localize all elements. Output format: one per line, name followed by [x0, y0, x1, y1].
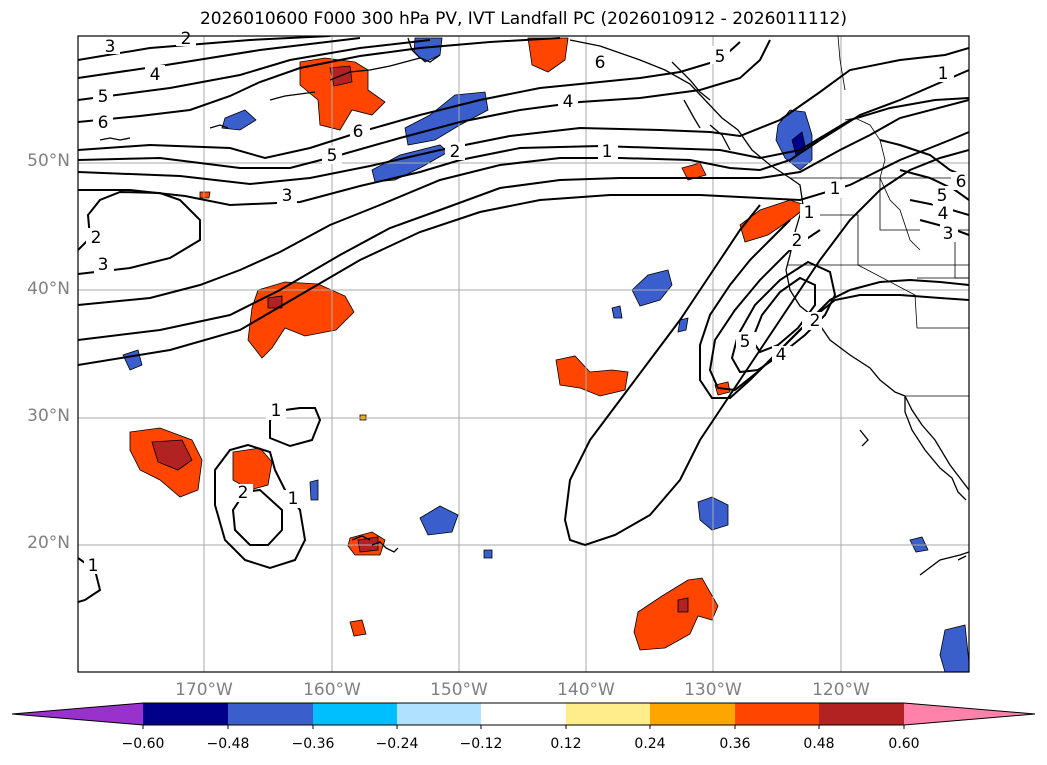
anomaly-blob: [527, 37, 569, 73]
anomaly-blob: [633, 577, 719, 651]
colorbar-extend-max: [904, 703, 1035, 725]
contour-label: 3: [282, 186, 293, 206]
anomaly-blob: [419, 505, 459, 536]
contour-label: 2: [91, 228, 102, 248]
anomaly-blob: [483, 549, 493, 559]
anomaly-blob: [199, 191, 211, 199]
anomaly-blob: [939, 624, 969, 672]
lat-label: 20°N: [27, 533, 70, 553]
anomaly-blob: [739, 199, 809, 243]
colorbar-tick-label: −0.48: [206, 736, 250, 752]
contour-label: 1: [271, 401, 282, 421]
colorbar-tick-label: 0.12: [550, 736, 582, 752]
map-background: [78, 36, 969, 672]
anomaly-blob: [555, 355, 629, 397]
contour-label: 1: [830, 179, 841, 199]
colorbar-segment: [228, 703, 313, 725]
anomaly-blob: [151, 439, 193, 471]
contour-label: 2: [181, 29, 192, 49]
political-borders: [787, 36, 969, 397]
colorbar-tick-label: 0.60: [888, 736, 920, 752]
positive-anomaly-shading: [129, 37, 809, 651]
contour-label: 4: [776, 345, 787, 365]
lat-label: 50°N: [27, 151, 70, 171]
lon-label: 170°W: [175, 680, 233, 700]
anomaly-blob: [677, 597, 689, 613]
anomaly-blob: [299, 57, 386, 131]
contour-label: 3: [98, 255, 109, 275]
colorbar-segment: [481, 703, 566, 725]
negative-anomaly-shading: [122, 37, 969, 672]
contour-label: 2: [450, 142, 461, 162]
colorbar-tick-label: 0.48: [803, 736, 835, 752]
colorbar-segment: [566, 703, 651, 725]
contour-label: 5: [937, 186, 948, 206]
contour-label: 5: [740, 332, 751, 352]
contour-label: 5: [98, 87, 109, 107]
contour-label: 6: [956, 172, 967, 192]
colorbar-tick-label: 0.24: [634, 736, 666, 752]
colorbar-segment: [735, 703, 820, 725]
anomaly-blob: [349, 619, 367, 637]
lat-label: 30°N: [27, 406, 70, 426]
chart-title: 2026010600 F000 300 hPa PV, IVT Landfall…: [199, 9, 847, 29]
map-frame: [77, 35, 970, 673]
colorbar-tick-label: −0.36: [291, 736, 335, 752]
anomaly-blob: [611, 305, 623, 319]
anomaly-blob: [267, 295, 283, 309]
contour-label: 1: [938, 64, 949, 84]
contour-label: 5: [327, 146, 338, 166]
anomaly-blob: [309, 479, 319, 501]
anomaly-blob: [681, 162, 707, 181]
contour-label: 4: [150, 65, 161, 85]
contour-label: 4: [938, 204, 949, 224]
colorbar-segment: [819, 703, 904, 725]
colorbar-extend-min: [12, 703, 143, 725]
contour-label: 1: [602, 142, 613, 162]
lon-label: 120°W: [812, 680, 870, 700]
contour-label: 3: [943, 224, 954, 244]
colorbar-segment: [650, 703, 735, 725]
colorbar-tick-label: −0.12: [459, 736, 503, 752]
contour-label: 5: [715, 47, 726, 67]
contour-label: 3: [105, 37, 116, 57]
colorbar: [11, 702, 1036, 729]
lon-label: 160°W: [303, 680, 361, 700]
contour-label: 1: [288, 489, 299, 509]
lon-label: 140°W: [557, 680, 615, 700]
contour-label: 2: [238, 483, 249, 503]
contour-label: 2: [810, 311, 821, 331]
colorbar-tick-label: −0.60: [121, 736, 165, 752]
anomaly-blob: [631, 269, 673, 307]
contour-label: 2: [792, 231, 803, 251]
colorbar-segment: [143, 703, 228, 725]
contour-label: 6: [353, 122, 364, 142]
lat-label: 40°N: [27, 279, 70, 299]
contour-label: 6: [98, 113, 109, 133]
colorbar-segment: [397, 703, 482, 725]
contour-labels: 3 2 4 5 6 6 5 4 2 1 6 5 1 3 2 3 1 2 5: [84, 29, 969, 576]
contour-label: 1: [804, 203, 815, 223]
contour-label: 6: [595, 53, 606, 73]
ivt-contours: [78, 36, 969, 603]
lon-label: 150°W: [430, 680, 488, 700]
contour-label: 1: [88, 556, 99, 576]
contour-label: 4: [563, 92, 574, 112]
colorbar-segment: [313, 703, 398, 725]
colorbar-tick-label: 0.36: [719, 736, 751, 752]
colorbar-tick-label: −0.24: [375, 736, 419, 752]
lon-label: 130°W: [684, 680, 742, 700]
anomaly-blob: [677, 317, 689, 333]
